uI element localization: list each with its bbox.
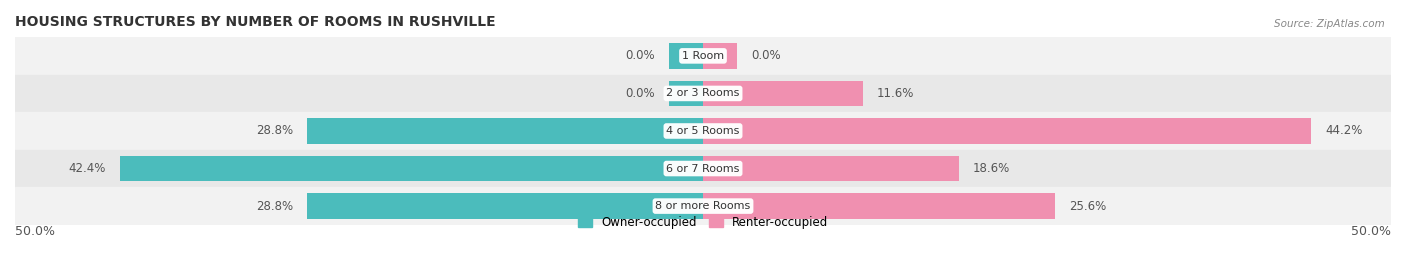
Text: Source: ZipAtlas.com: Source: ZipAtlas.com [1274,19,1385,29]
Text: 8 or more Rooms: 8 or more Rooms [655,201,751,211]
Bar [669,81,703,106]
Text: 0.0%: 0.0% [751,49,780,62]
Bar [15,37,1391,75]
Bar [15,187,1391,225]
Bar [307,118,703,144]
Bar [15,150,1391,187]
Text: 6 or 7 Rooms: 6 or 7 Rooms [666,164,740,174]
Text: 0.0%: 0.0% [626,49,655,62]
Bar [15,112,1391,150]
Bar [703,118,1312,144]
Legend: Owner-occupied, Renter-occupied: Owner-occupied, Renter-occupied [572,211,834,234]
Text: 50.0%: 50.0% [15,225,55,238]
Text: 18.6%: 18.6% [973,162,1010,175]
Text: HOUSING STRUCTURES BY NUMBER OF ROOMS IN RUSHVILLE: HOUSING STRUCTURES BY NUMBER OF ROOMS IN… [15,15,496,29]
Text: 1 Room: 1 Room [682,51,724,61]
Bar [307,193,703,219]
Text: 2 or 3 Rooms: 2 or 3 Rooms [666,89,740,98]
Bar [703,193,1056,219]
Text: 44.2%: 44.2% [1324,125,1362,137]
Text: 42.4%: 42.4% [69,162,105,175]
Bar [669,43,703,69]
Bar [703,43,737,69]
Text: 11.6%: 11.6% [876,87,914,100]
Text: 4 or 5 Rooms: 4 or 5 Rooms [666,126,740,136]
Text: 28.8%: 28.8% [256,125,292,137]
Bar [703,81,863,106]
Text: 25.6%: 25.6% [1069,200,1107,213]
Bar [15,75,1391,112]
Bar [703,156,959,181]
Bar [120,156,703,181]
Text: 28.8%: 28.8% [256,200,292,213]
Text: 0.0%: 0.0% [626,87,655,100]
Text: 50.0%: 50.0% [1351,225,1391,238]
